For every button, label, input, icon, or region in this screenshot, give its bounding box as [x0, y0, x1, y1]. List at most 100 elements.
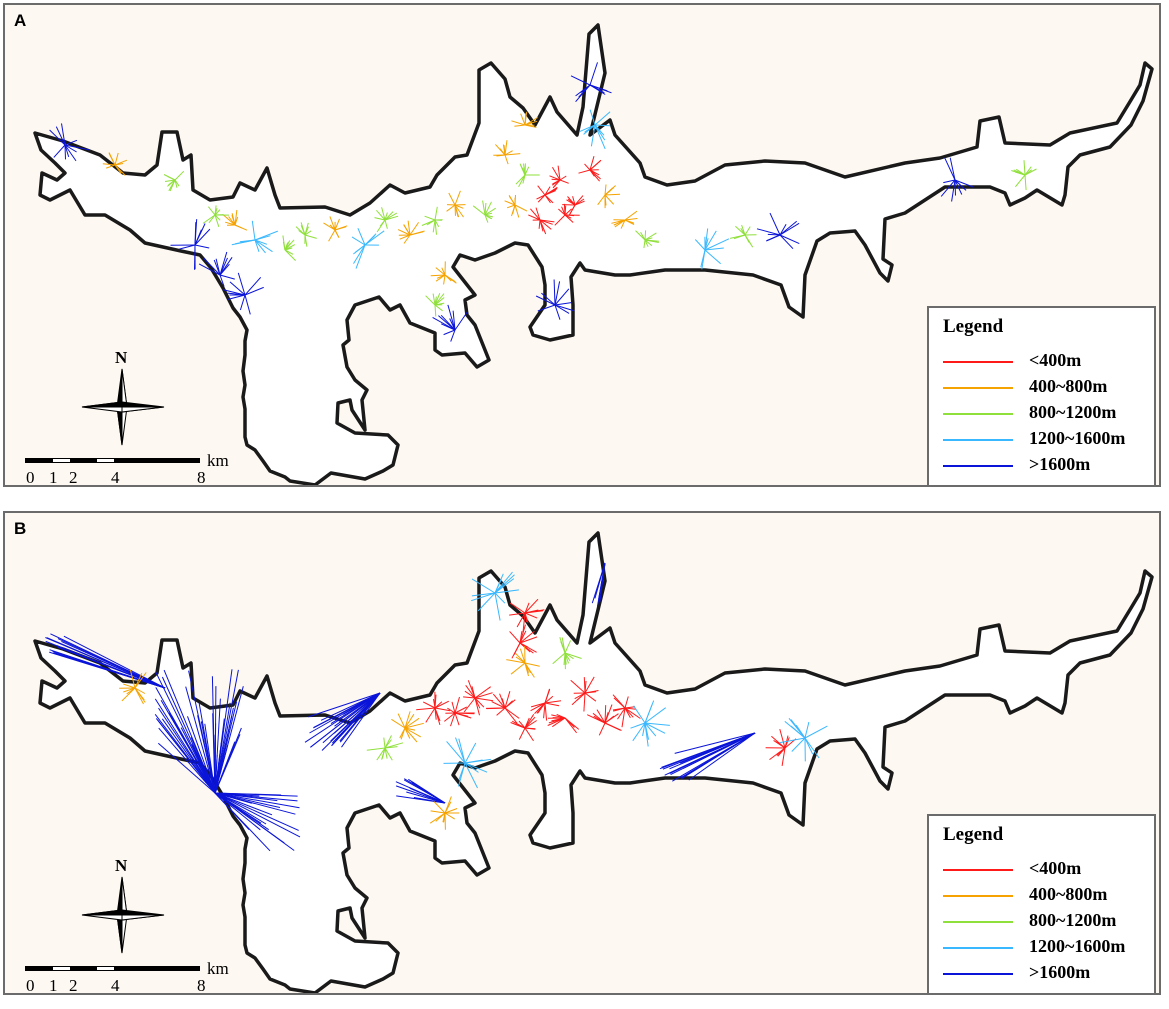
flow-line [121, 687, 136, 702]
flow-line [395, 785, 446, 804]
flow-line [644, 707, 666, 724]
flow-line [472, 205, 486, 216]
flow-line [474, 697, 485, 708]
flow-line [554, 281, 561, 306]
flow-line [185, 686, 216, 794]
flow-line [589, 169, 600, 176]
flow-line [524, 612, 528, 623]
flow-line [574, 195, 584, 206]
flow-line [539, 219, 544, 232]
flow-line [304, 692, 381, 743]
flow-line [194, 244, 196, 270]
flow-line [949, 157, 956, 181]
flow-line [465, 685, 476, 699]
flow-line [214, 669, 239, 794]
flow-line [214, 734, 241, 794]
legend-label: >1600m [1029, 962, 1091, 982]
flow-line [767, 234, 781, 241]
flow-line [524, 609, 539, 614]
flow-line [397, 713, 406, 729]
flow-line [463, 696, 476, 699]
flow-line [284, 249, 294, 255]
flow-line [454, 190, 461, 206]
flow-line [454, 204, 464, 218]
flow-line [474, 697, 480, 716]
flow-line [484, 201, 492, 216]
flow-line [300, 225, 306, 236]
flow-line [441, 267, 446, 276]
flow-line [769, 212, 781, 236]
flow-line [506, 204, 516, 209]
flow-line [537, 185, 546, 196]
flow-line [633, 705, 646, 724]
flow-line [524, 716, 536, 729]
flow-line [554, 304, 570, 314]
flow-line [551, 717, 566, 722]
flow-line [320, 692, 381, 721]
flow-line [644, 722, 670, 726]
flow-line [376, 209, 386, 221]
flow-line [331, 692, 381, 746]
flow-line [474, 686, 491, 699]
flow-line [219, 251, 228, 276]
flow-line [106, 164, 116, 169]
flow-line [434, 707, 437, 720]
flow-line [214, 686, 244, 794]
flow-line [704, 228, 709, 251]
flow-line [791, 737, 806, 752]
flow-line [409, 230, 425, 236]
flow-line [944, 157, 956, 181]
flow-line [584, 692, 597, 702]
flow-line [484, 214, 489, 223]
flow-line [425, 295, 436, 306]
flow-line [779, 728, 786, 749]
flow-line [334, 226, 347, 231]
flow-line [735, 225, 746, 236]
flow-line [594, 124, 611, 127]
flow-line [504, 691, 511, 709]
flow-line [674, 732, 756, 754]
flow-line [215, 258, 221, 276]
flow-line [134, 687, 146, 694]
flow-line [733, 234, 746, 240]
flow-line [589, 169, 600, 182]
flow-line [484, 207, 496, 216]
flow-line [442, 812, 446, 823]
flow-line [551, 178, 561, 181]
flow-line [544, 194, 551, 204]
scale-segment [53, 967, 70, 970]
flow-line [434, 701, 443, 709]
flow-line [471, 592, 496, 602]
flow-line [589, 109, 596, 126]
flow-line [163, 669, 216, 794]
flow-line [584, 163, 591, 171]
flow-line [158, 707, 216, 794]
flow-line [440, 314, 456, 331]
flow-line [57, 646, 166, 689]
flow-line [583, 677, 586, 694]
compass-rose-icon: N [81, 348, 165, 446]
flow-line [194, 228, 211, 246]
flow-line [284, 247, 293, 251]
flow-line [464, 742, 477, 764]
legend-label: 800~1200m [1029, 910, 1117, 930]
flow-line [543, 702, 546, 719]
flow-line [589, 156, 595, 171]
flow-line [544, 702, 560, 707]
flow-line [328, 229, 336, 242]
flow-line [225, 221, 236, 226]
flow-line [604, 193, 621, 196]
flow-line [458, 762, 466, 780]
flow-line [518, 727, 526, 740]
flow-line [430, 274, 446, 277]
flow-line [376, 747, 386, 761]
scale-bar: 0 1 2 4 8 km [25, 451, 245, 487]
flow-line [214, 214, 220, 227]
flow-line [384, 212, 398, 221]
scale-tick-label: 1 [49, 976, 58, 995]
flow-line [114, 164, 122, 174]
flow-line [504, 707, 520, 719]
flow-line [477, 592, 496, 612]
flow-line [524, 727, 534, 742]
flow-line [454, 311, 468, 331]
